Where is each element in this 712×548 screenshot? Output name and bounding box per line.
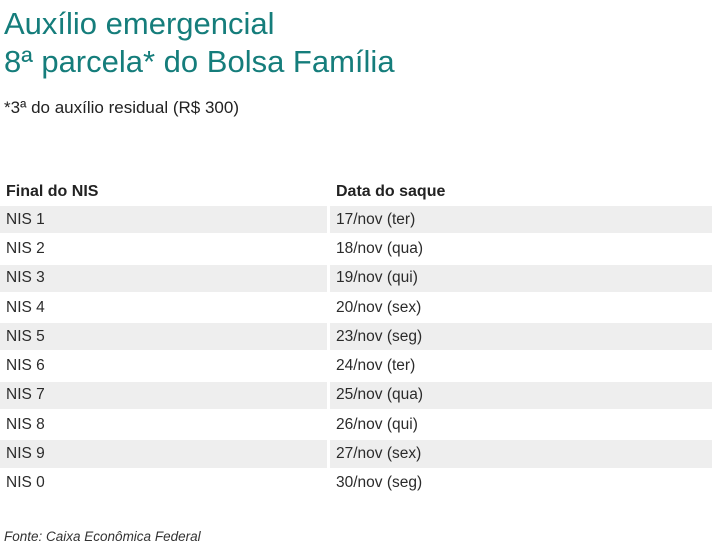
nis-cell: NIS 5: [0, 323, 327, 351]
date-cell: 30/nov (seg): [336, 474, 423, 492]
date-cell: 24/nov (ter): [336, 357, 416, 375]
nis-cell: NIS 7: [0, 381, 327, 410]
date-cell: 23/nov (seg): [330, 323, 712, 351]
column-header-date: Data do saque: [336, 183, 446, 200]
nis-cell: NIS 3: [0, 264, 327, 292]
date-cell: 19/nov (qui): [330, 264, 712, 292]
table-row: NIS 2 18/nov (qua): [0, 235, 712, 262]
table-header-row: Final do NIS Data do saque: [0, 178, 712, 206]
nis-cell: NIS 9: [0, 440, 327, 468]
nis-cell: NIS 6: [6, 357, 45, 375]
date-cell: 25/nov (qua): [330, 381, 712, 410]
nis-cell: NIS 2: [6, 239, 45, 257]
date-cell: 20/nov (sex): [336, 298, 422, 316]
table-row: NIS 6 24/nov (ter): [0, 352, 712, 379]
nis-cell: NIS 1: [0, 206, 327, 234]
table-row: NIS 9 27/nov (sex): [0, 440, 712, 468]
table-row: NIS 8 26/nov (qui): [0, 411, 712, 438]
title-line-2: 8ª parcela* do Bolsa Família: [4, 44, 395, 79]
subtitle-note: *3ª do auxílio residual (R$ 300): [4, 98, 239, 117]
title-line-1: Auxílio emergencial: [4, 6, 275, 41]
table-row: NIS 1 17/nov (ter): [0, 206, 712, 234]
column-header-nis: Final do NIS: [6, 183, 99, 200]
nis-cell: NIS 8: [6, 415, 45, 433]
table-row: NIS 7 25/nov (qua): [0, 381, 712, 410]
date-cell: 17/nov (ter): [330, 206, 712, 234]
nis-cell: NIS 4: [6, 298, 45, 316]
source-credit: Fonte: Caixa Econômica Federal: [4, 528, 201, 544]
page-title: Auxílio emergencial 8ª parcela* do Bolsa…: [0, 5, 712, 81]
date-cell: 27/nov (sex): [330, 440, 712, 468]
table-row: NIS 4 20/nov (sex): [0, 294, 712, 321]
date-cell: 18/nov (qua): [336, 239, 424, 257]
table-row: NIS 3 19/nov (qui): [0, 264, 712, 292]
table-row: NIS 0 30/nov (seg): [0, 470, 712, 497]
date-cell: 26/nov (qui): [336, 415, 418, 433]
nis-cell: NIS 0: [6, 474, 45, 492]
table-row: NIS 5 23/nov (seg): [0, 323, 712, 351]
